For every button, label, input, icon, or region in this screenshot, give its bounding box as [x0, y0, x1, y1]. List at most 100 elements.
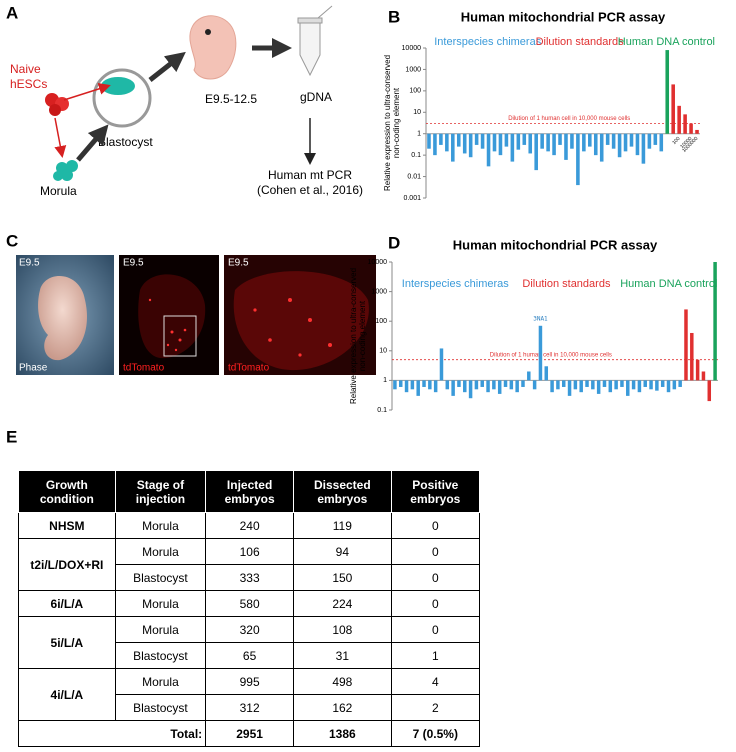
inset-box	[163, 315, 197, 357]
threshold-label: Dilution of 1 human cell in 10,000 mouse…	[490, 352, 612, 358]
total-cell: 1386	[293, 720, 392, 747]
x-tick-label: 100	[671, 136, 681, 146]
table-cell: 0	[390, 616, 481, 643]
bar	[635, 133, 640, 156]
series-label: Human DNA control	[618, 36, 715, 48]
bar	[480, 133, 485, 149]
bar	[665, 50, 670, 134]
table-cell: 65	[205, 642, 295, 669]
header-cell: Growth condition	[18, 470, 116, 513]
total-cell: 7 (0.5%)	[390, 720, 481, 747]
total-row: Total: 2951 1386 7 (0.5%)	[17, 720, 481, 747]
arrow	[76, 124, 109, 162]
y-axis-label: Relative expression to ultra-conserved	[383, 55, 392, 191]
bar	[649, 380, 653, 390]
bar	[433, 133, 437, 156]
bar	[608, 380, 613, 393]
table-cell: 333	[205, 564, 295, 591]
bar	[451, 133, 455, 162]
bar	[538, 325, 543, 381]
panel-label: E	[6, 427, 17, 446]
bar	[550, 380, 554, 393]
bar	[504, 133, 509, 147]
table-cell: 312	[205, 694, 295, 721]
stage-label: E9.5	[228, 258, 249, 269]
table-cell: Blastocyst	[114, 694, 207, 721]
bar	[474, 380, 479, 390]
embryo	[189, 15, 237, 80]
series-label: Interspecies chimeras	[402, 278, 509, 290]
bar	[570, 133, 574, 149]
morula-label: Morula	[40, 184, 77, 198]
bar	[445, 133, 449, 152]
bar	[573, 380, 578, 390]
panel-label: B	[388, 7, 400, 26]
bar	[451, 380, 455, 396]
y-tick-label: 1000	[371, 288, 387, 295]
y-tick-label: 0.1	[377, 407, 387, 414]
total-cell: 2951	[205, 720, 295, 747]
table-cell: 0	[390, 590, 481, 617]
bar	[617, 133, 622, 158]
table-cell: 162	[293, 694, 392, 721]
morula	[61, 169, 73, 181]
bar	[544, 366, 549, 381]
condition-cell: 6i/L/A	[18, 590, 116, 617]
charts: Human mitochondrial PCR assay Relative ex…	[349, 9, 718, 414]
bar	[713, 262, 717, 381]
bar	[416, 380, 420, 396]
bar	[629, 133, 634, 147]
bar	[540, 133, 544, 149]
bar	[605, 133, 610, 145]
blastocyst-label: Blastocyst	[98, 135, 153, 149]
bar	[498, 133, 503, 156]
table-row: 6i/L/A Morula 580 224 0	[18, 590, 481, 617]
table-cell: Blastocyst	[114, 564, 207, 591]
bar	[593, 133, 598, 156]
bar	[641, 133, 646, 164]
results-table: Growth condition Stage of injection Inject…	[17, 470, 481, 747]
y-tick-label: 10000	[368, 259, 388, 266]
embryo-label: E9.5-12.5	[205, 92, 257, 106]
condition-cell: 4i/L/A	[18, 668, 116, 721]
bar	[474, 133, 479, 145]
bar	[428, 380, 432, 390]
header-row: Growth condition Stage of injection Inject…	[18, 470, 481, 513]
y-axis-label: non-coding element	[358, 300, 367, 371]
bar	[695, 359, 700, 381]
table-cell: 320	[205, 616, 295, 643]
table-cell: 224	[293, 590, 392, 617]
header-cell: Positive embryos	[390, 470, 481, 513]
bar	[404, 380, 409, 393]
table-cell: 0	[390, 564, 481, 591]
tube	[299, 21, 321, 77]
condition-cell: NHSM	[18, 512, 116, 539]
bar	[556, 380, 560, 390]
table-row: NHSM Morula 240 119 0	[18, 512, 481, 539]
bar	[398, 380, 403, 387]
micrographs: E9.5 Phase E9.5 tdTomato E9.5 tdTomato	[16, 255, 376, 375]
bar	[596, 380, 601, 394]
arrow	[54, 117, 67, 158]
bar	[567, 380, 572, 396]
bar	[521, 380, 525, 387]
bar	[564, 133, 568, 160]
panel-label: D	[388, 233, 400, 252]
table-row: 4i/L/A Morula 995 498 4	[18, 668, 481, 721]
bar	[690, 332, 694, 381]
table-cell: Morula	[114, 668, 207, 695]
bar	[558, 133, 562, 145]
y-tick-label: 1000	[405, 66, 421, 73]
y-tick-label: 10000	[402, 45, 422, 52]
y-tick-label: 10	[379, 348, 387, 355]
cells-label: Naive	[10, 62, 41, 76]
bar	[579, 380, 583, 393]
bar	[410, 380, 415, 390]
cell	[49, 104, 61, 116]
total-label: Total:	[17, 720, 207, 747]
table-cell: 4	[390, 668, 481, 695]
bar	[510, 133, 515, 162]
series-label: Human DNA control	[620, 278, 717, 290]
bar	[637, 380, 642, 393]
bar	[439, 133, 443, 145]
